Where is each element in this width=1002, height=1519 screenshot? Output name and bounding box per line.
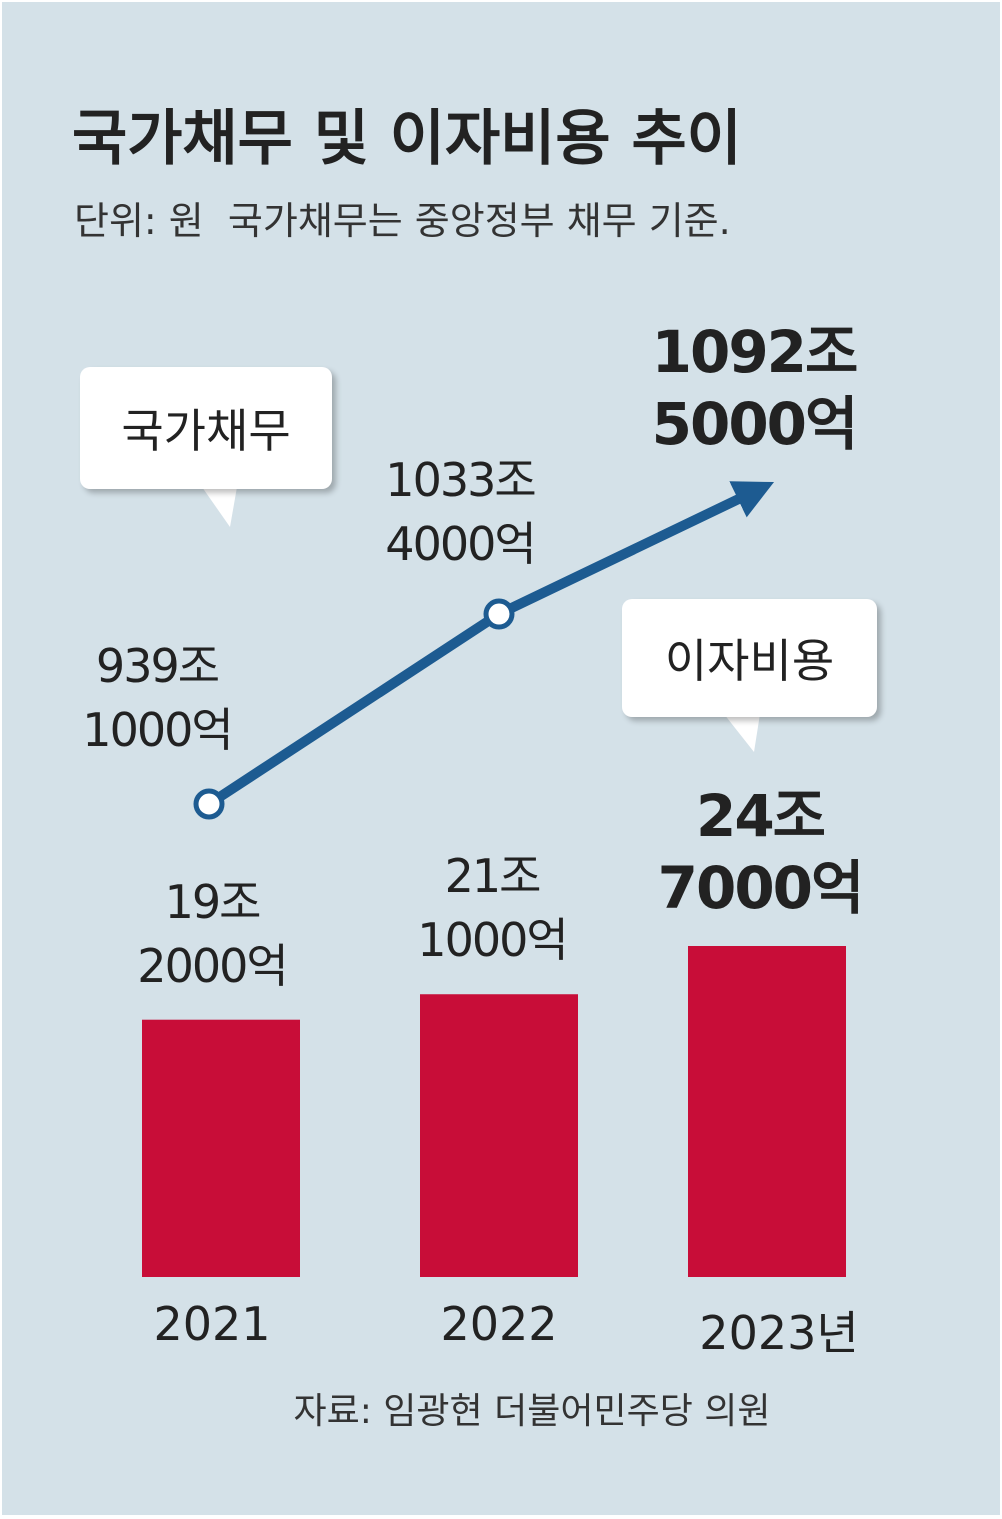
- legend-entry: 국가채무: [80, 367, 332, 489]
- bar: [420, 994, 578, 1277]
- source: 자료: 임광현 더불어민주당 의원: [293, 1391, 771, 1432]
- data-label: 939조 1000억: [82, 639, 233, 757]
- x-tick-label: 2022: [440, 1297, 558, 1351]
- x-tick-label: 2023년: [699, 1306, 859, 1360]
- x-tick-label: 2021: [153, 1297, 271, 1351]
- data-label: 1033조 4000억: [385, 453, 536, 572]
- bar: [142, 1019, 300, 1277]
- callout-tail: [724, 714, 760, 752]
- title: 국가채무 및 이자비용 추이: [72, 104, 742, 174]
- bar: [688, 946, 846, 1277]
- legend-entry: 이자비용: [622, 599, 877, 717]
- data-label: 19조 2000억: [137, 874, 288, 993]
- callout-tail: [202, 487, 237, 527]
- data-label: 21조 1000억: [417, 849, 568, 968]
- point: [483, 598, 515, 630]
- data-label: 1092조 5000억: [651, 318, 859, 458]
- point: [193, 788, 225, 820]
- data-label: 24조 7000억: [657, 782, 865, 922]
- subtitle: 단위: 원 국가채무는 중앙정부 채무 기준.: [74, 199, 731, 243]
